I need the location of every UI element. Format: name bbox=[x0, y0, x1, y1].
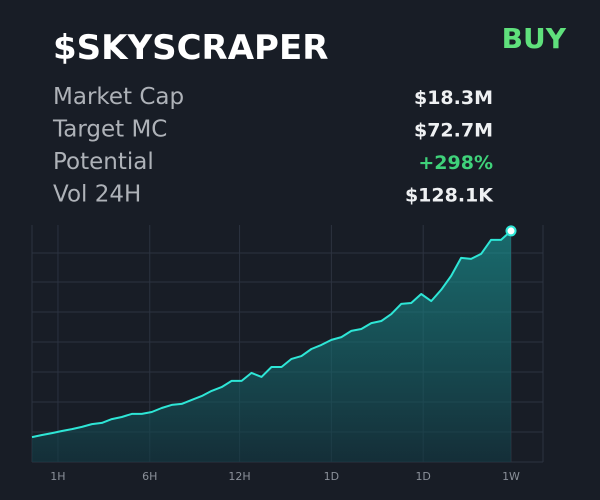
x-tick-label: 6H bbox=[142, 470, 157, 483]
x-tick-label: 1H bbox=[50, 470, 65, 483]
stat-label: Market Cap bbox=[53, 84, 184, 110]
stat-value: $18.3M bbox=[414, 87, 493, 109]
x-tick-label: 1D bbox=[415, 470, 430, 483]
stat-label: Vol 24H bbox=[53, 182, 141, 208]
buy-button[interactable]: BUY bbox=[502, 22, 567, 55]
stat-value: $72.7M bbox=[414, 120, 493, 142]
price-line bbox=[31, 230, 512, 439]
x-tick-label: 1W bbox=[502, 470, 520, 483]
stats: Market Cap $18.3M Target MC $72.7M Potential… bbox=[52, 84, 494, 208]
x-tick-label: 12H bbox=[228, 470, 250, 483]
stat-label: Potential bbox=[53, 149, 154, 175]
last-point bbox=[505, 225, 517, 237]
token-title: $SKYSCRAPER bbox=[53, 28, 328, 68]
x-tick-label: 1D bbox=[324, 470, 339, 483]
area bbox=[32, 230, 511, 462]
stat-value: $128.1K bbox=[405, 185, 494, 207]
stat-value: +298% bbox=[418, 152, 493, 174]
stat-label: Target MC bbox=[52, 117, 167, 143]
price-chart: 1H 6H 12H 1D 1D 1W bbox=[31, 225, 544, 483]
